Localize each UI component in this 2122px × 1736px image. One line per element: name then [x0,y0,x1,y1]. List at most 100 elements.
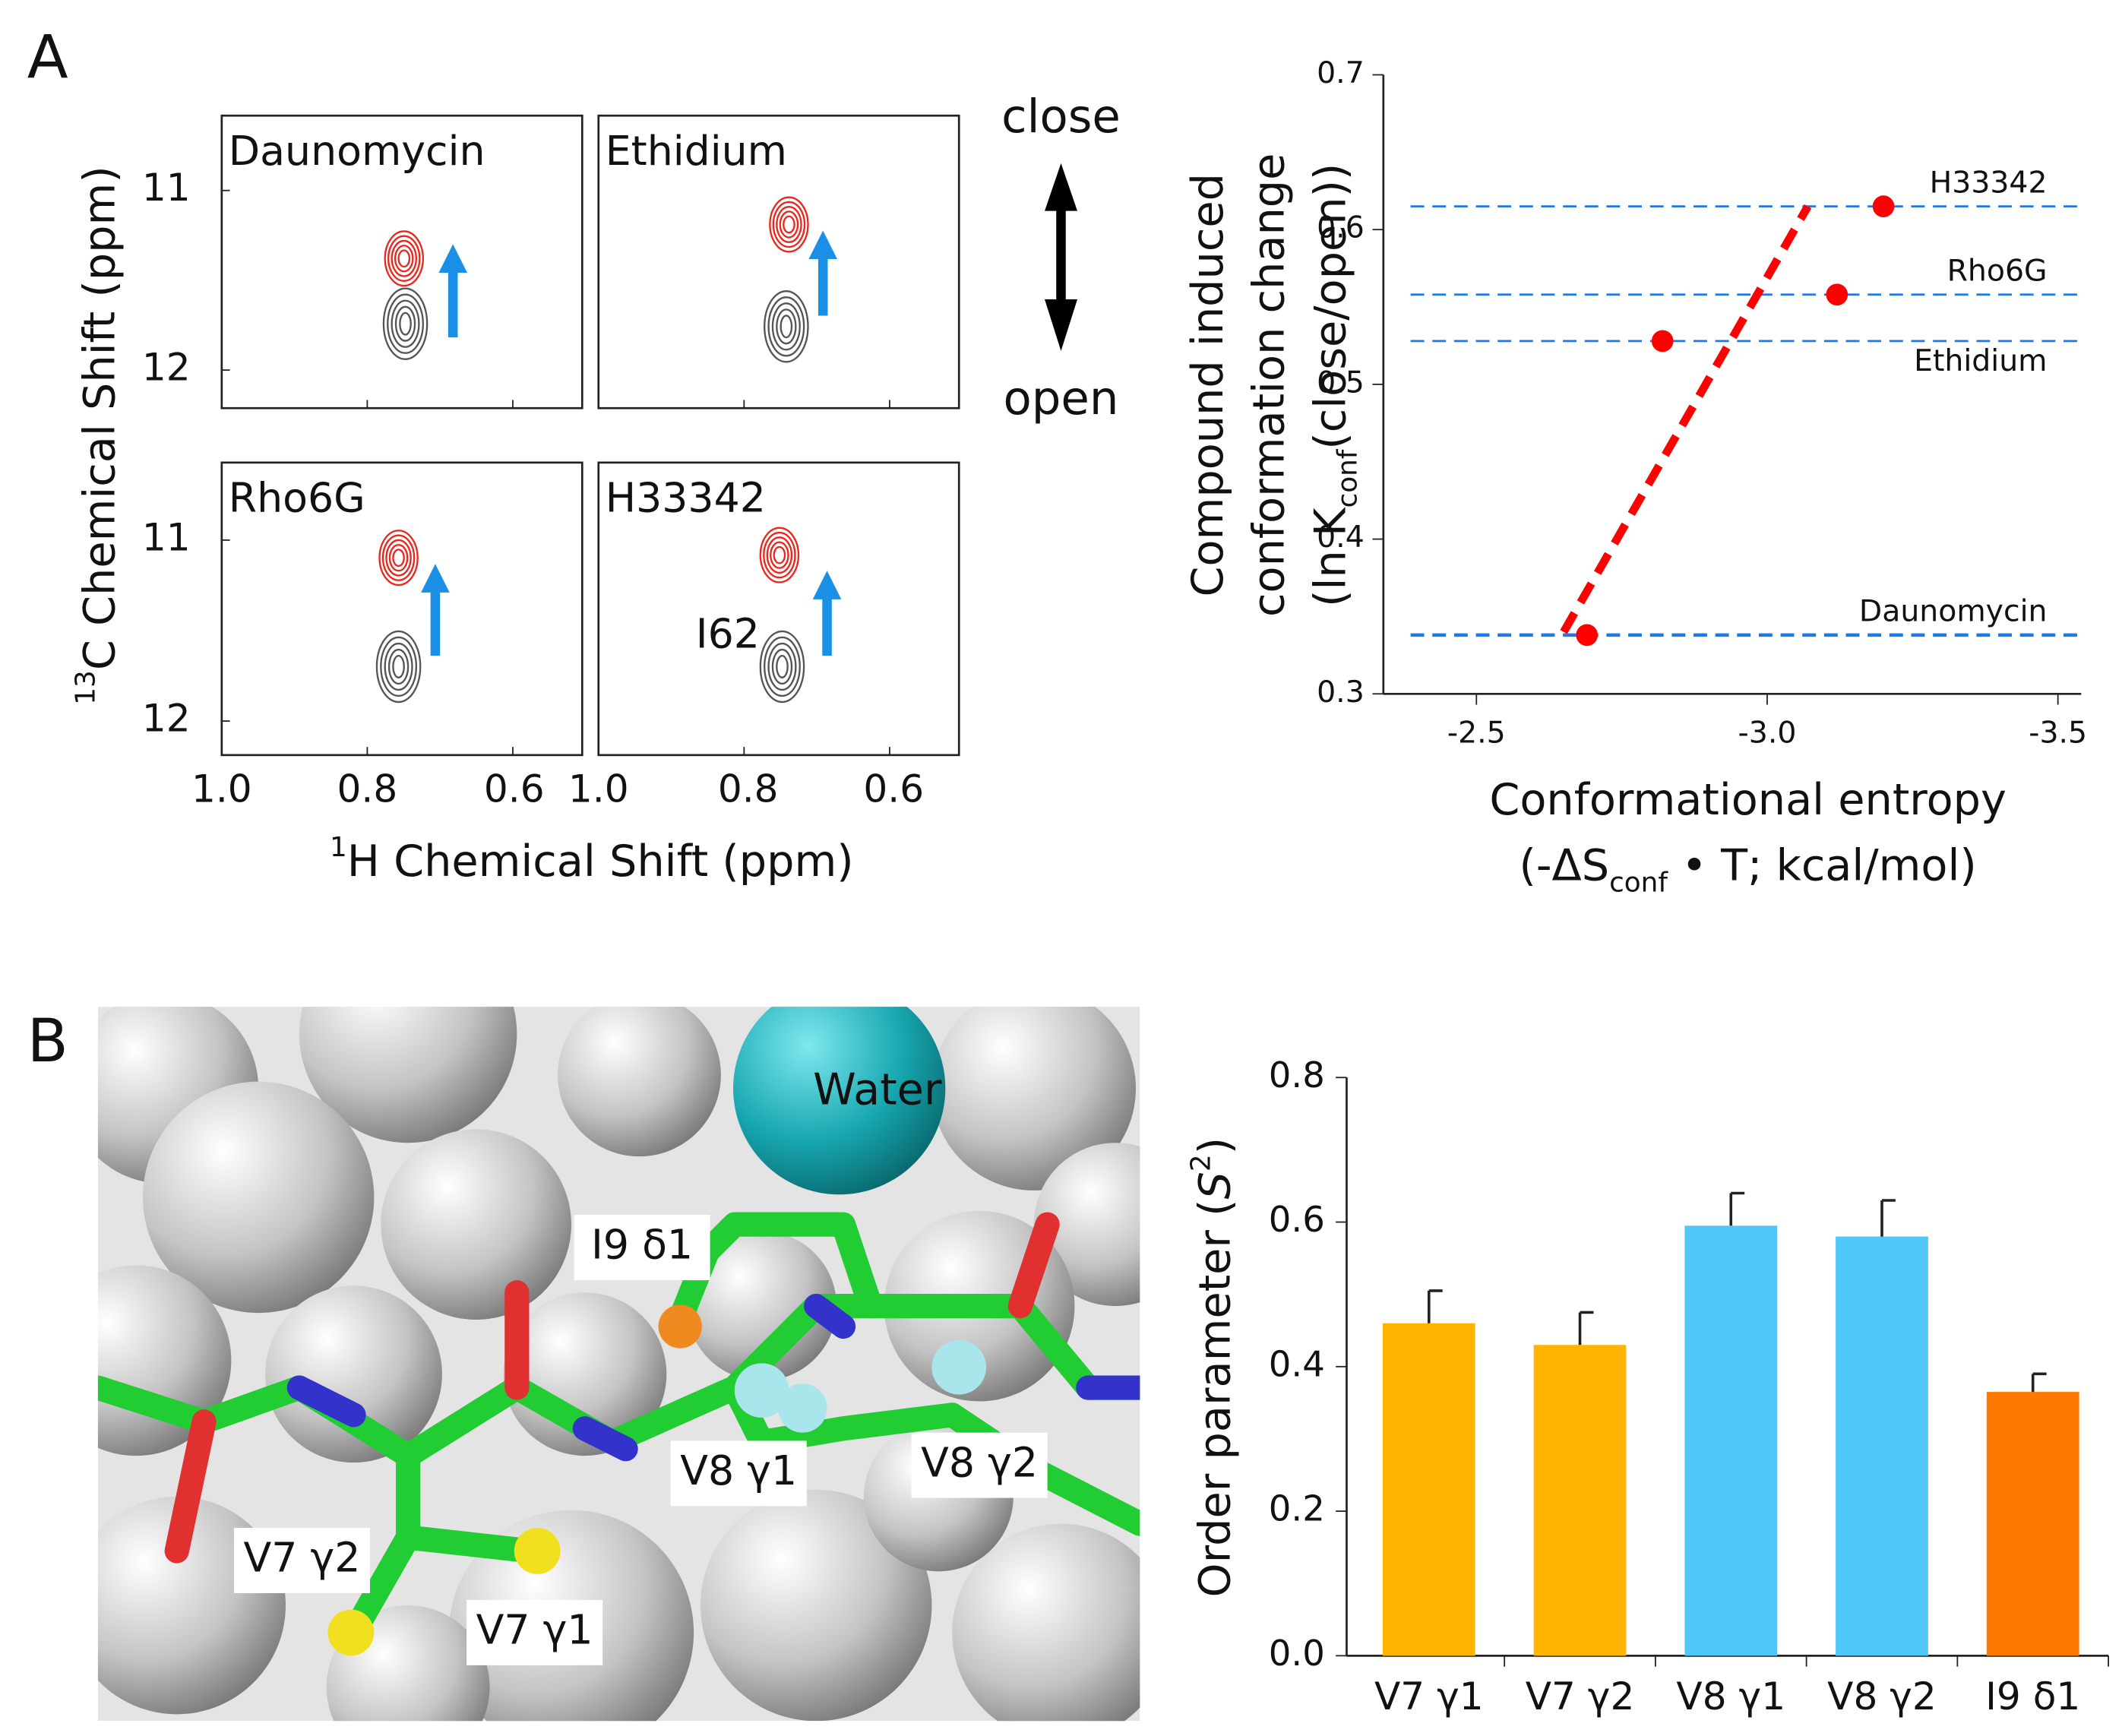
x-tick-label: 0.6 [863,767,924,811]
bar [1382,1323,1475,1656]
structure-label: V8 γ2 [921,1438,1038,1486]
spectrum-name: H33342 [606,474,766,522]
x-tick-label: 0.8 [337,767,398,811]
y-tick-label: 0.5 [1317,365,1365,400]
contour [771,648,793,685]
label-box [466,1599,603,1665]
x-tick-label: V7 γ2 [1526,1674,1635,1719]
contour [767,642,797,691]
contour [384,230,424,287]
error-bar [1880,1199,1896,1237]
y-tick-label: 0.8 [1269,1055,1325,1096]
y-tick-label: 0.6 [1269,1199,1325,1240]
x-tick-label: V8 γ1 [1676,1674,1785,1719]
x-tick-label: V8 γ2 [1827,1674,1937,1719]
contour [764,636,801,697]
contour [759,526,800,583]
x-axis-label: (-ΔSconf • T; kcal/mol) [1520,840,1977,898]
y-tick-label: 0.0 [1269,1633,1325,1674]
error-bar [1578,1311,1594,1345]
contour [387,293,424,354]
contour [375,630,422,704]
contour [769,196,809,253]
contour [773,545,786,564]
point-label: H33342 [1930,165,2048,200]
contour [391,299,420,348]
structure-label: V8 γ1 [680,1447,797,1494]
error-bar [1729,1191,1745,1226]
y-tick-label: 12 [142,345,191,390]
contour [387,648,410,685]
contour [771,302,801,351]
y-axis-label-part: Order parameter ( [1189,1199,1240,1597]
structure-label: V7 γ1 [476,1606,593,1654]
x-tick-label: 0.6 [484,767,545,811]
x-tick-label: -3.5 [2029,716,2087,751]
structure-label: I9 δ1 [591,1221,693,1269]
direction-arrow-head [1045,163,1077,211]
contour [378,530,419,587]
label-box [574,1215,710,1281]
y-axis-label: (ln Kconf(close/open)) [1305,163,1363,607]
contour [399,311,412,336]
x-tick-label: 1.0 [568,767,629,811]
contour [392,549,405,568]
contour [783,215,795,234]
y-axis-label-part: (ln K [1305,507,1355,607]
direction-label: open [1004,372,1119,425]
x-tick-label: -3.0 [1738,716,1797,751]
x-tick-label: 1.0 [191,767,252,811]
contour [384,642,413,691]
contour [380,636,418,697]
label-box [233,1528,370,1593]
bar [1684,1225,1778,1656]
x-axis-label-part: (-ΔS [1520,840,1610,890]
x-axis-label-part: 1 [330,832,347,863]
spectrum-name: Rho6G [229,474,365,522]
spectrum-frame [597,461,960,757]
contour [776,308,797,345]
x-axis-label-part: H Chemical Shift (ppm) [347,836,854,887]
y-tick-label: 0.2 [1269,1488,1325,1529]
y-axis-label-part: 2 [1185,1154,1216,1172]
y-axis-label-part: 13 [70,670,101,705]
fit-line [1560,204,1812,634]
point [1826,283,1848,306]
y-tick-label: 0.4 [1317,520,1365,555]
x-axis-label-part: conf [1609,867,1668,898]
contour [766,536,793,574]
contour [770,541,789,569]
contour [772,201,806,248]
spectrum-frame [220,461,583,757]
y-tick-label: 0.3 [1317,675,1365,710]
contour [391,239,418,277]
structure-label: V7 γ2 [244,1534,361,1582]
point-label: Rho6G [1947,254,2048,289]
contour [780,315,793,339]
direction-label: close [1001,90,1121,144]
point-label: Daunomycin [1859,594,2048,629]
panel-label: B [27,1006,68,1076]
y-tick-label: 0.7 [1317,55,1365,90]
bar [1533,1345,1627,1656]
panel-label: A [27,22,68,92]
label-box [911,1432,1048,1498]
bar [1836,1236,1928,1656]
contour [776,654,789,678]
x-axis-label: Conformational entropy [1489,774,2006,825]
y-tick-label: 11 [142,514,191,559]
error-bar [2031,1372,2047,1393]
spectrum-name: Daunomycin [229,127,485,175]
error-bar [1428,1289,1443,1323]
y-axis-label: Compound induced [1182,173,1233,596]
y-axis-label-part: conf [1332,448,1363,508]
point [1651,330,1674,353]
contour [767,296,805,357]
y-tick-label: 0.4 [1269,1343,1325,1384]
contour [387,235,421,282]
contour [385,539,412,577]
contour [381,534,416,581]
structure-label: Water [813,1064,942,1115]
x-axis-label: 1H Chemical Shift (ppm) [330,832,854,887]
